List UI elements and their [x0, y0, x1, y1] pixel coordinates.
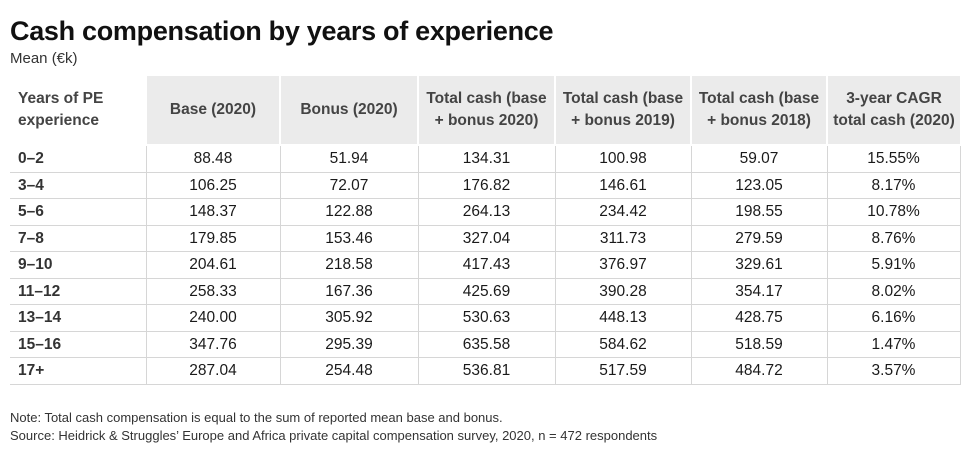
- cell-total-cash-2020: 176.82: [417, 172, 555, 199]
- table-row: 3–4 106.25 72.07 176.82 146.61 123.05 8.17%: [10, 172, 961, 199]
- header-cagr: 3-year CAGR total cash (2020): [826, 76, 960, 146]
- figure: Cash compensation by years of experience…: [10, 14, 961, 385]
- table-row: 7–8 179.85 153.46 327.04 311.73 279.59 8.76%: [10, 225, 961, 252]
- cell-cagr: 15.55%: [826, 145, 961, 173]
- cell-bonus-2020: 51.94: [279, 145, 418, 173]
- header-total-cash-2019: Total cash (base + bonus 2019): [554, 76, 691, 146]
- cell-base-2020: 179.85: [145, 225, 280, 252]
- table-row: 17+ 287.04 254.48 536.81 517.59 484.72 3.57%: [10, 357, 961, 385]
- row-label-years: 7–8: [10, 225, 146, 252]
- cell-total-cash-2020: 417.43: [417, 251, 555, 279]
- cell-total-cash-2020: 134.31: [417, 145, 555, 173]
- cell-cagr: 5.91%: [826, 251, 961, 279]
- cell-total-cash-2020: 327.04: [417, 225, 555, 252]
- table-row: 13–14 240.00 305.92 530.63 448.13 428.75 6.16%: [10, 304, 961, 332]
- cell-total-cash-2019: 311.73: [554, 225, 691, 252]
- cell-total-cash-2018: 198.55: [690, 198, 827, 226]
- row-label-years: 3–4: [10, 172, 146, 199]
- cell-total-cash-2020: 425.69: [417, 278, 555, 305]
- cell-total-cash-2018: 518.59: [690, 331, 827, 358]
- cell-total-cash-2018: 354.17: [690, 278, 827, 305]
- table-row: 11–12 258.33 167.36 425.69 390.28 354.17 8.02%: [10, 278, 961, 305]
- row-label-years: 0–2: [10, 145, 146, 173]
- cell-cagr: 8.76%: [826, 225, 961, 252]
- cell-total-cash-2019: 517.59: [554, 357, 691, 385]
- cell-total-cash-2019: 448.13: [554, 304, 691, 332]
- cell-total-cash-2018: 428.75: [690, 304, 827, 332]
- row-label-years: 13–14: [10, 304, 146, 332]
- table-row: 9–10 204.61 218.58 417.43 376.97 329.61 5.91%: [10, 251, 961, 279]
- cell-bonus-2020: 305.92: [279, 304, 418, 332]
- table-row: 15–16 347.76 295.39 635.58 584.62 518.59 1.47%: [10, 331, 961, 358]
- cell-base-2020: 258.33: [145, 278, 280, 305]
- table-row: 0–2 88.48 51.94 134.31 100.98 59.07 15.55%: [10, 145, 961, 173]
- header-total-cash-2020: Total cash (base + bonus 2020): [417, 76, 555, 146]
- cell-total-cash-2019: 376.97: [554, 251, 691, 279]
- cell-base-2020: 204.61: [145, 251, 280, 279]
- table-row: 5–6 148.37 122.88 264.13 234.42 198.55 10.78%: [10, 198, 961, 226]
- header-base-2020: Base (2020): [145, 76, 280, 146]
- header-total-cash-2018: Total cash (base + bonus 2018): [690, 76, 827, 146]
- cell-cagr: 6.16%: [826, 304, 961, 332]
- cell-total-cash-2019: 390.28: [554, 278, 691, 305]
- cell-cagr: 8.17%: [826, 172, 961, 199]
- source-text: Source: Heidrick & Struggles’ Europe and…: [10, 428, 658, 443]
- cell-bonus-2020: 218.58: [279, 251, 418, 279]
- cell-cagr: 10.78%: [826, 198, 961, 226]
- header-years-experience: Years of PE experience: [10, 76, 146, 146]
- cell-total-cash-2019: 234.42: [554, 198, 691, 226]
- cell-cagr: 3.57%: [826, 357, 961, 385]
- page-subtitle: Mean (€k): [10, 50, 78, 67]
- row-label-years: 17+: [10, 357, 146, 385]
- cell-bonus-2020: 295.39: [279, 331, 418, 358]
- cell-cagr: 8.02%: [826, 278, 961, 305]
- table-body: 0–2 88.48 51.94 134.31 100.98 59.07 15.55% 3–4 1…: [10, 145, 961, 385]
- cell-bonus-2020: 72.07: [279, 172, 418, 199]
- note-text: Note: Total cash compensation is equal t…: [10, 410, 503, 425]
- cell-cagr: 1.47%: [826, 331, 961, 358]
- cell-total-cash-2018: 123.05: [690, 172, 827, 199]
- cell-total-cash-2020: 536.81: [417, 357, 555, 385]
- cell-total-cash-2020: 264.13: [417, 198, 555, 226]
- cell-total-cash-2020: 635.58: [417, 331, 555, 358]
- header-bonus-2020: Bonus (2020): [279, 76, 418, 146]
- footnotes: Note: Total cash compensation is equal t…: [10, 409, 657, 445]
- cell-base-2020: 106.25: [145, 172, 280, 199]
- row-label-years: 9–10: [10, 251, 146, 279]
- row-label-years: 15–16: [10, 331, 146, 358]
- cell-base-2020: 347.76: [145, 331, 280, 358]
- cell-base-2020: 240.00: [145, 304, 280, 332]
- cell-total-cash-2018: 484.72: [690, 357, 827, 385]
- cell-bonus-2020: 254.48: [279, 357, 418, 385]
- cell-total-cash-2019: 100.98: [554, 145, 691, 173]
- compensation-table: Years of PE experience Base (2020) Bonus…: [10, 76, 961, 385]
- cell-base-2020: 287.04: [145, 357, 280, 385]
- table-header: Years of PE experience Base (2020) Bonus…: [10, 76, 960, 146]
- cell-bonus-2020: 122.88: [279, 198, 418, 226]
- row-label-years: 5–6: [10, 198, 146, 226]
- row-label-years: 11–12: [10, 278, 146, 305]
- cell-total-cash-2018: 59.07: [690, 145, 827, 173]
- cell-bonus-2020: 167.36: [279, 278, 418, 305]
- header-row: Years of PE experience Base (2020) Bonus…: [10, 76, 960, 146]
- cell-total-cash-2020: 530.63: [417, 304, 555, 332]
- cell-total-cash-2019: 146.61: [554, 172, 691, 199]
- cell-bonus-2020: 153.46: [279, 225, 418, 252]
- cell-base-2020: 88.48: [145, 145, 280, 173]
- cell-base-2020: 148.37: [145, 198, 280, 226]
- cell-total-cash-2018: 279.59: [690, 225, 827, 252]
- page-title: Cash compensation by years of experience: [10, 16, 554, 46]
- cell-total-cash-2019: 584.62: [554, 331, 691, 358]
- cell-total-cash-2018: 329.61: [690, 251, 827, 279]
